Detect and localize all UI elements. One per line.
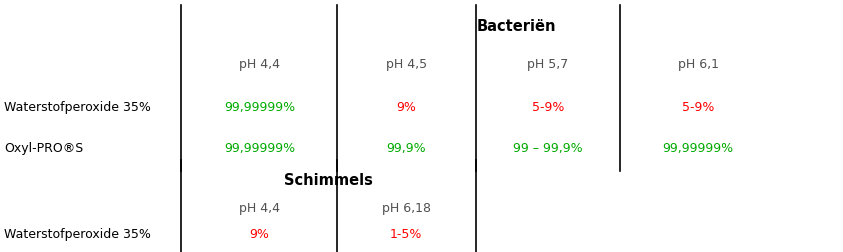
Text: Oxyl-PRO®S: Oxyl-PRO®S (4, 141, 83, 154)
Text: Waterstofperoxide 35%: Waterstofperoxide 35% (4, 227, 151, 240)
Text: 99 – 99,9%: 99 – 99,9% (513, 141, 583, 154)
Text: pH 6,18: pH 6,18 (382, 201, 431, 214)
Text: 99,99999%: 99,99999% (663, 141, 733, 154)
Text: Schimmels: Schimmels (284, 173, 373, 188)
Text: 1-5%: 1-5% (390, 227, 422, 240)
Text: pH 4,5: pH 4,5 (386, 58, 427, 71)
Text: Bacteriën: Bacteriën (476, 19, 556, 34)
Text: pH 6,1: pH 6,1 (678, 58, 718, 71)
Text: Waterstofperoxide 35%: Waterstofperoxide 35% (4, 101, 151, 114)
Text: pH 4,4: pH 4,4 (239, 58, 280, 71)
Text: pH 5,7: pH 5,7 (528, 58, 568, 71)
Text: pH 4,4: pH 4,4 (239, 201, 280, 214)
Text: 5-9%: 5-9% (532, 101, 564, 114)
Text: 99,99999%: 99,99999% (224, 101, 295, 114)
Text: 9%: 9% (250, 227, 270, 240)
Text: 99,99999%: 99,99999% (224, 141, 295, 154)
Text: 5-9%: 5-9% (682, 101, 714, 114)
Text: 9%: 9% (396, 101, 416, 114)
Text: 99,9%: 99,9% (386, 141, 427, 154)
